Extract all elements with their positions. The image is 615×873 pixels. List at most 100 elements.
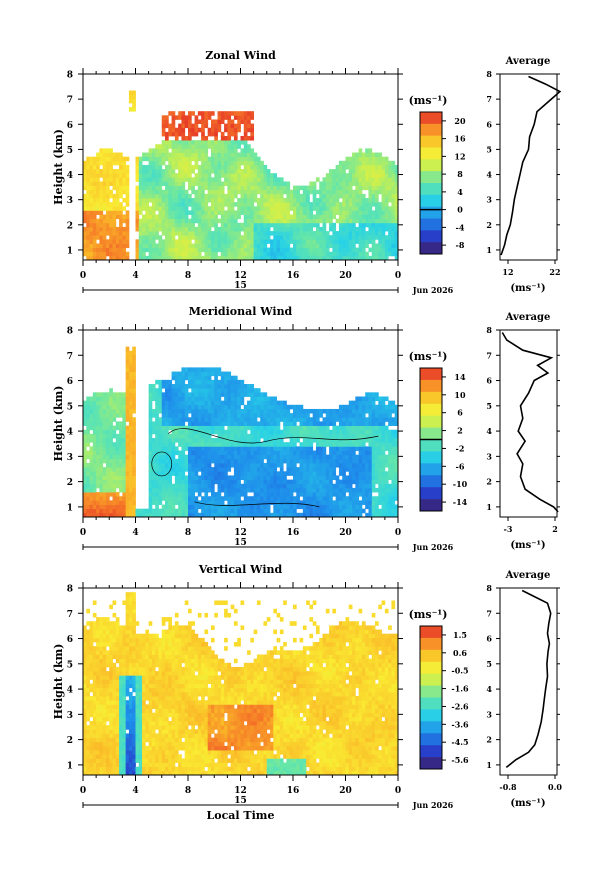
heatmap-cell bbox=[323, 426, 327, 431]
heatmap-cell bbox=[162, 463, 166, 468]
heatmap-cell bbox=[119, 181, 123, 186]
heatmap-cell bbox=[178, 194, 182, 199]
heatmap-cell bbox=[162, 128, 166, 133]
heatmap-cell bbox=[149, 157, 153, 162]
heatmap-cell bbox=[221, 198, 225, 203]
heatmap-cell bbox=[263, 177, 267, 182]
heatmap-cell bbox=[158, 492, 162, 497]
heatmap-cell bbox=[168, 396, 172, 401]
heatmap-cell bbox=[201, 455, 205, 460]
heatmap-cell bbox=[296, 223, 300, 228]
heatmap-cell bbox=[227, 451, 231, 456]
heatmap-cell bbox=[149, 215, 153, 220]
heatmap-cell bbox=[224, 144, 228, 149]
heatmap-cell bbox=[86, 396, 90, 401]
heatmap-cell bbox=[316, 248, 320, 253]
heatmap-cell bbox=[277, 202, 281, 207]
heatmap-cell bbox=[83, 181, 87, 186]
heatmap-cell bbox=[181, 459, 185, 464]
heatmap-cell bbox=[116, 505, 120, 510]
heatmap-cell bbox=[90, 463, 94, 468]
heatmap-cell bbox=[257, 463, 261, 468]
heatmap-cell bbox=[346, 243, 350, 248]
heatmap-cell bbox=[336, 417, 340, 422]
heatmap-cell bbox=[155, 148, 159, 153]
heatmap-cell bbox=[283, 227, 287, 232]
heatmap-cell bbox=[224, 210, 228, 215]
heatmap-cell bbox=[349, 442, 353, 447]
heatmap-cell bbox=[329, 223, 333, 228]
heatmap-cell bbox=[188, 165, 192, 170]
heatmap-cell bbox=[231, 421, 235, 426]
heatmap-cell bbox=[191, 455, 195, 460]
heatmap-cell bbox=[155, 243, 159, 248]
heatmap-cell bbox=[244, 177, 248, 182]
heatmap-cell bbox=[300, 198, 304, 203]
heatmap-cell bbox=[306, 421, 310, 426]
heatmap-cell bbox=[109, 202, 113, 207]
heatmap-cell bbox=[300, 459, 304, 464]
heatmap-cell bbox=[306, 467, 310, 472]
heatmap-cell bbox=[375, 165, 379, 170]
heatmap-cell bbox=[273, 186, 277, 191]
heatmap-cell bbox=[165, 144, 169, 149]
heatmap-cell bbox=[352, 239, 356, 244]
heatmap-cell bbox=[254, 430, 258, 435]
heatmap-cell bbox=[198, 206, 202, 211]
heatmap-cell bbox=[152, 198, 156, 203]
heatmap-cell bbox=[237, 509, 241, 514]
heatmap-cell bbox=[241, 248, 245, 253]
heatmap-cell bbox=[113, 426, 117, 431]
heatmap-cell bbox=[90, 451, 94, 456]
heatmap-cell bbox=[103, 455, 107, 460]
heatmap-cell bbox=[352, 446, 356, 451]
heatmap-cell bbox=[359, 413, 363, 418]
heatmap-cell bbox=[286, 413, 290, 418]
heatmap-cell bbox=[293, 186, 297, 191]
heatmap-cell bbox=[109, 235, 113, 240]
heatmap-cell bbox=[234, 496, 238, 501]
heatmap-cell bbox=[129, 351, 133, 356]
heatmap-cell bbox=[332, 173, 336, 178]
heatmap-cell bbox=[83, 455, 87, 460]
heatmap-cell bbox=[326, 198, 330, 203]
heatmap-cell bbox=[172, 206, 176, 211]
heatmap-cell bbox=[221, 165, 225, 170]
heatmap-cell bbox=[221, 136, 225, 141]
heatmap-cell bbox=[362, 243, 366, 248]
heatmap-cell bbox=[93, 405, 97, 410]
heatmap-cell bbox=[106, 475, 110, 480]
heatmap-cell bbox=[195, 132, 199, 137]
heatmap-cell bbox=[181, 223, 185, 228]
heatmap-cell bbox=[319, 248, 323, 253]
heatmap-cell bbox=[185, 190, 189, 195]
heatmap-cell bbox=[204, 177, 208, 182]
heatmap-cell bbox=[257, 227, 261, 232]
heatmap-cell bbox=[158, 243, 162, 248]
heatmap-cell bbox=[198, 173, 202, 178]
heatmap-cell bbox=[237, 111, 241, 116]
heatmap-cell bbox=[362, 227, 366, 232]
heatmap-cell bbox=[86, 475, 90, 480]
heatmap-cell bbox=[116, 239, 120, 244]
heatmap-cell bbox=[227, 392, 231, 397]
heatmap-cell bbox=[201, 438, 205, 443]
heatmap-cell bbox=[319, 198, 323, 203]
heatmap-cell bbox=[375, 157, 379, 162]
heatmap-cell bbox=[270, 484, 274, 489]
heatmap-cell bbox=[231, 243, 235, 248]
heatmap-cell bbox=[270, 173, 274, 178]
heatmap-cell bbox=[198, 248, 202, 253]
heatmap-cell bbox=[260, 190, 264, 195]
heatmap-cell bbox=[290, 190, 294, 195]
heatmap-cell bbox=[103, 430, 107, 435]
heatmap-cell bbox=[267, 409, 271, 414]
heatmap-cell bbox=[368, 239, 372, 244]
heatmap-cell bbox=[211, 480, 215, 485]
heatmap-cell bbox=[99, 430, 103, 435]
heatmap-cell bbox=[86, 169, 90, 174]
heatmap-cell bbox=[172, 413, 176, 418]
heatmap-cell bbox=[359, 227, 363, 232]
heatmap-cell bbox=[122, 505, 126, 510]
heatmap-cell bbox=[93, 430, 97, 435]
